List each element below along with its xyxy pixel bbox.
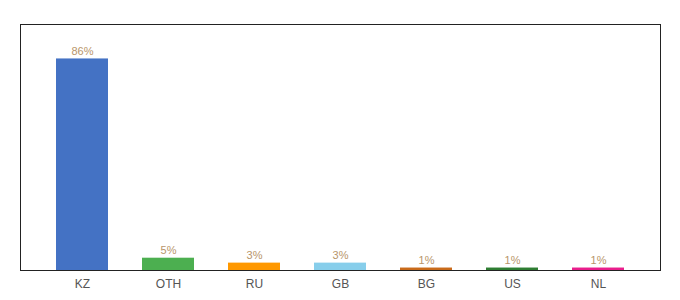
svg-text:BG: BG <box>418 277 435 291</box>
svg-text:GB: GB <box>332 277 349 291</box>
svg-text:US: US <box>504 277 521 291</box>
svg-text:5%: 5% <box>161 244 177 256</box>
svg-text:3%: 3% <box>333 249 349 261</box>
svg-text:1%: 1% <box>591 254 607 266</box>
svg-text:1%: 1% <box>505 254 521 266</box>
svg-text:OTH: OTH <box>156 277 181 291</box>
svg-text:3%: 3% <box>247 249 263 261</box>
svg-text:1%: 1% <box>419 254 435 266</box>
svg-text:NL: NL <box>591 277 607 291</box>
svg-text:RU: RU <box>246 277 263 291</box>
svg-text:86%: 86% <box>71 45 93 57</box>
svg-text:KZ: KZ <box>75 277 90 291</box>
